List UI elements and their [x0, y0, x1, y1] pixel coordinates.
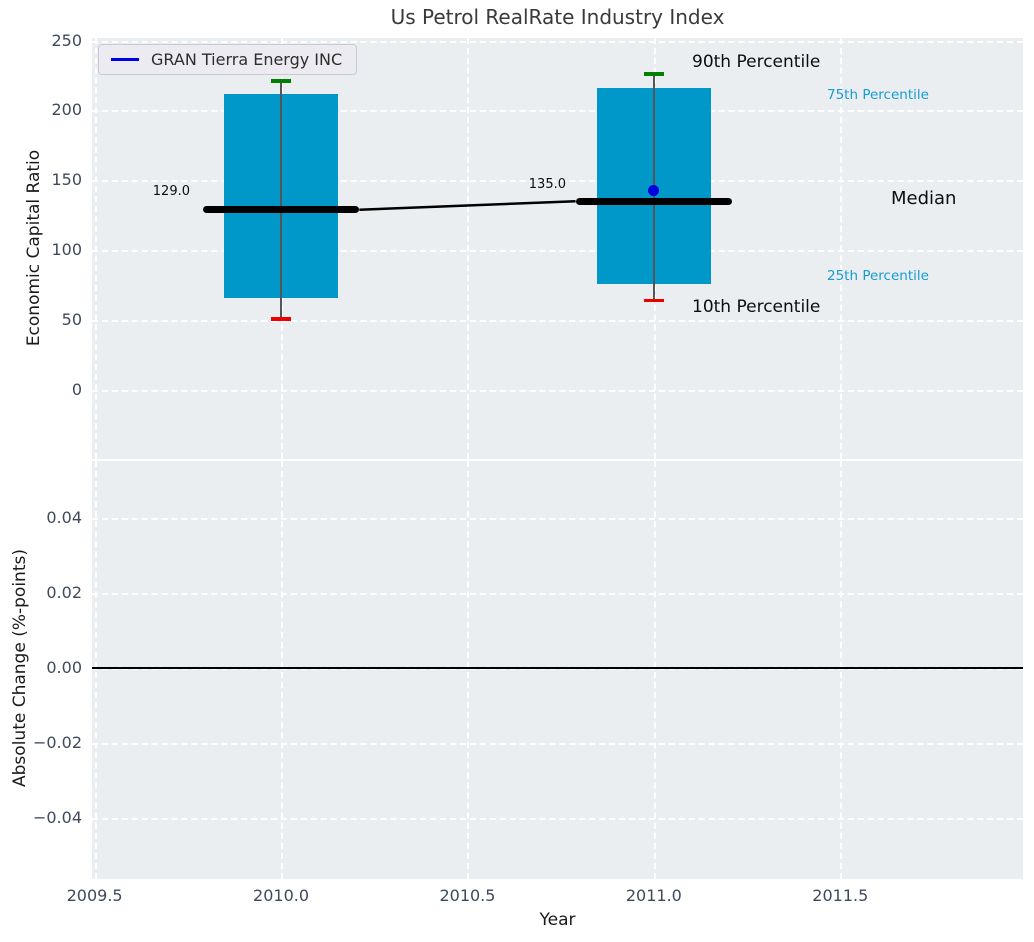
gridline-horizontal	[92, 517, 1023, 520]
median-value-label-2011: 135.0	[528, 177, 566, 192]
bottom-y-tick-label: 0.02	[46, 582, 82, 602]
chart-title: Us Petrol RealRate Industry Index	[390, 5, 725, 29]
x-tick-label: 2009.5	[66, 886, 123, 905]
legend: GRAN Tierra Energy INC	[98, 44, 358, 75]
gridline-vertical	[467, 38, 470, 459]
gridline-vertical	[653, 461, 656, 879]
bottom-y-tick-label: 0.04	[46, 507, 82, 527]
bottom-y-tick-label: 0.00	[46, 657, 82, 677]
bottom-axes	[92, 461, 1023, 879]
gridline-horizontal	[92, 180, 1023, 183]
gridline-horizontal	[92, 320, 1023, 323]
gridline-vertical	[467, 461, 470, 879]
top-y-tick-label: 100	[51, 240, 82, 260]
top-y-tick-label: 50	[61, 310, 82, 330]
top-y-tick-label: 200	[51, 100, 82, 120]
bottom-y-tick-label: −0.04	[32, 807, 82, 827]
x-tick-label: 2010.5	[439, 886, 496, 905]
gridline-horizontal	[92, 667, 1023, 670]
gridline-horizontal	[92, 817, 1023, 820]
top-y-tick-label: 0	[71, 380, 82, 400]
annotation-90th-percentile: 90th Percentile	[692, 52, 821, 72]
legend-label: GRAN Tierra Energy INC	[151, 50, 343, 69]
whisker-line	[280, 81, 282, 319]
gridline-horizontal	[92, 592, 1023, 595]
annotation-median: Median	[891, 188, 957, 209]
zero-change-line	[92, 667, 1023, 669]
annotation-10th-percentile: 10th Percentile	[692, 297, 821, 317]
p90-cap	[270, 79, 292, 83]
x-tick-label: 2011.5	[812, 886, 869, 905]
gridline-vertical	[840, 38, 843, 459]
gridline-vertical	[281, 461, 284, 879]
company-value-dot	[648, 184, 660, 196]
annotation-75th-percentile: 75th Percentile	[827, 87, 929, 103]
gridline-vertical	[94, 38, 97, 459]
gridline-vertical	[94, 461, 97, 879]
p10-cap	[643, 298, 664, 303]
gridline-horizontal	[92, 250, 1023, 253]
x-axis-label: Year	[539, 910, 576, 930]
x-tick-label: 2011.0	[625, 886, 682, 905]
median-line-segment	[575, 197, 733, 205]
median-line-segment	[202, 206, 360, 214]
legend-line-swatch	[111, 58, 139, 61]
median-value-label-2010: 129.0	[152, 184, 190, 199]
p10-cap	[270, 317, 292, 321]
gridline-horizontal	[92, 40, 1023, 43]
median-trend-line	[359, 200, 576, 211]
top-y-tick-label: 250	[51, 30, 82, 50]
annotation-25th-percentile: 25th Percentile	[827, 268, 929, 284]
x-tick-label: 2010.0	[253, 886, 310, 905]
gridline-vertical	[840, 461, 843, 879]
bottom-y-tick-label: −0.02	[32, 732, 82, 752]
gridline-horizontal	[92, 110, 1023, 113]
top-y-tick-label: 150	[51, 170, 82, 190]
p90-cap	[643, 72, 664, 76]
gridline-horizontal	[92, 390, 1023, 393]
gridline-horizontal	[92, 742, 1023, 745]
top-axes	[92, 38, 1023, 459]
